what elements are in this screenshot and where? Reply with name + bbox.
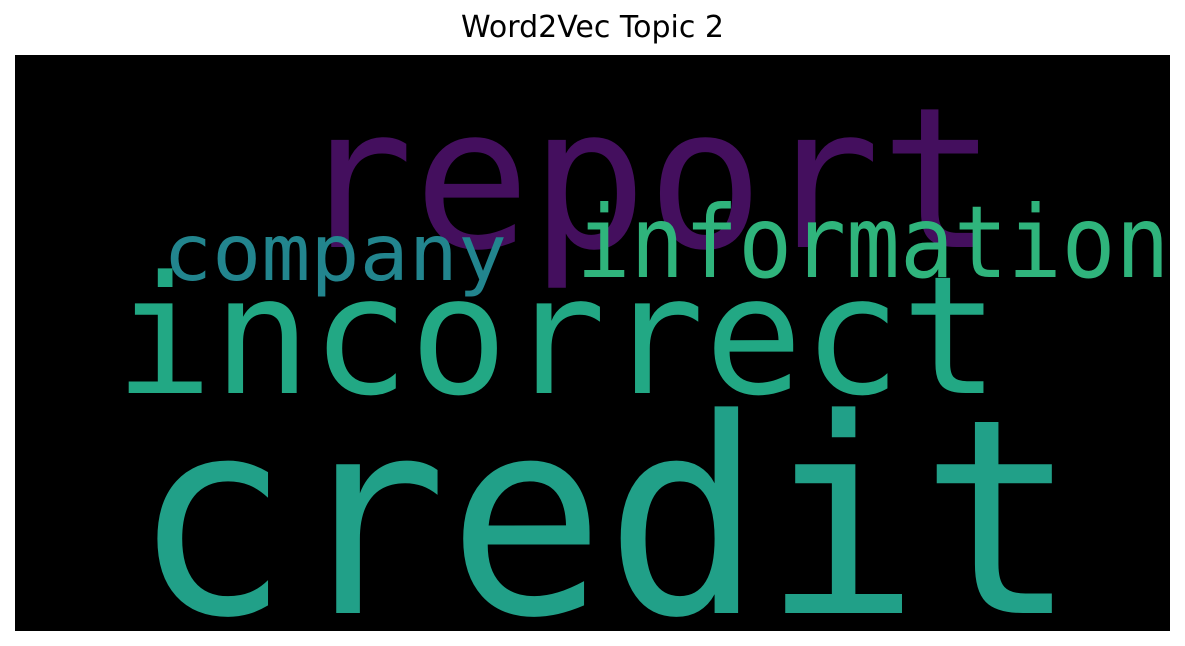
word-cloud-canvas: report company information incorrect cre… bbox=[115, 66, 1170, 631]
word-company: company bbox=[163, 209, 507, 299]
word-report: report bbox=[297, 66, 997, 294]
word-credit: credit bbox=[133, 362, 1078, 631]
word-cloud: report company information incorrect cre… bbox=[15, 55, 1170, 631]
word-incorrect: incorrect bbox=[115, 241, 1000, 432]
chart-title: Word2Vec Topic 2 bbox=[461, 10, 724, 45]
word-information: information bbox=[577, 184, 1170, 301]
